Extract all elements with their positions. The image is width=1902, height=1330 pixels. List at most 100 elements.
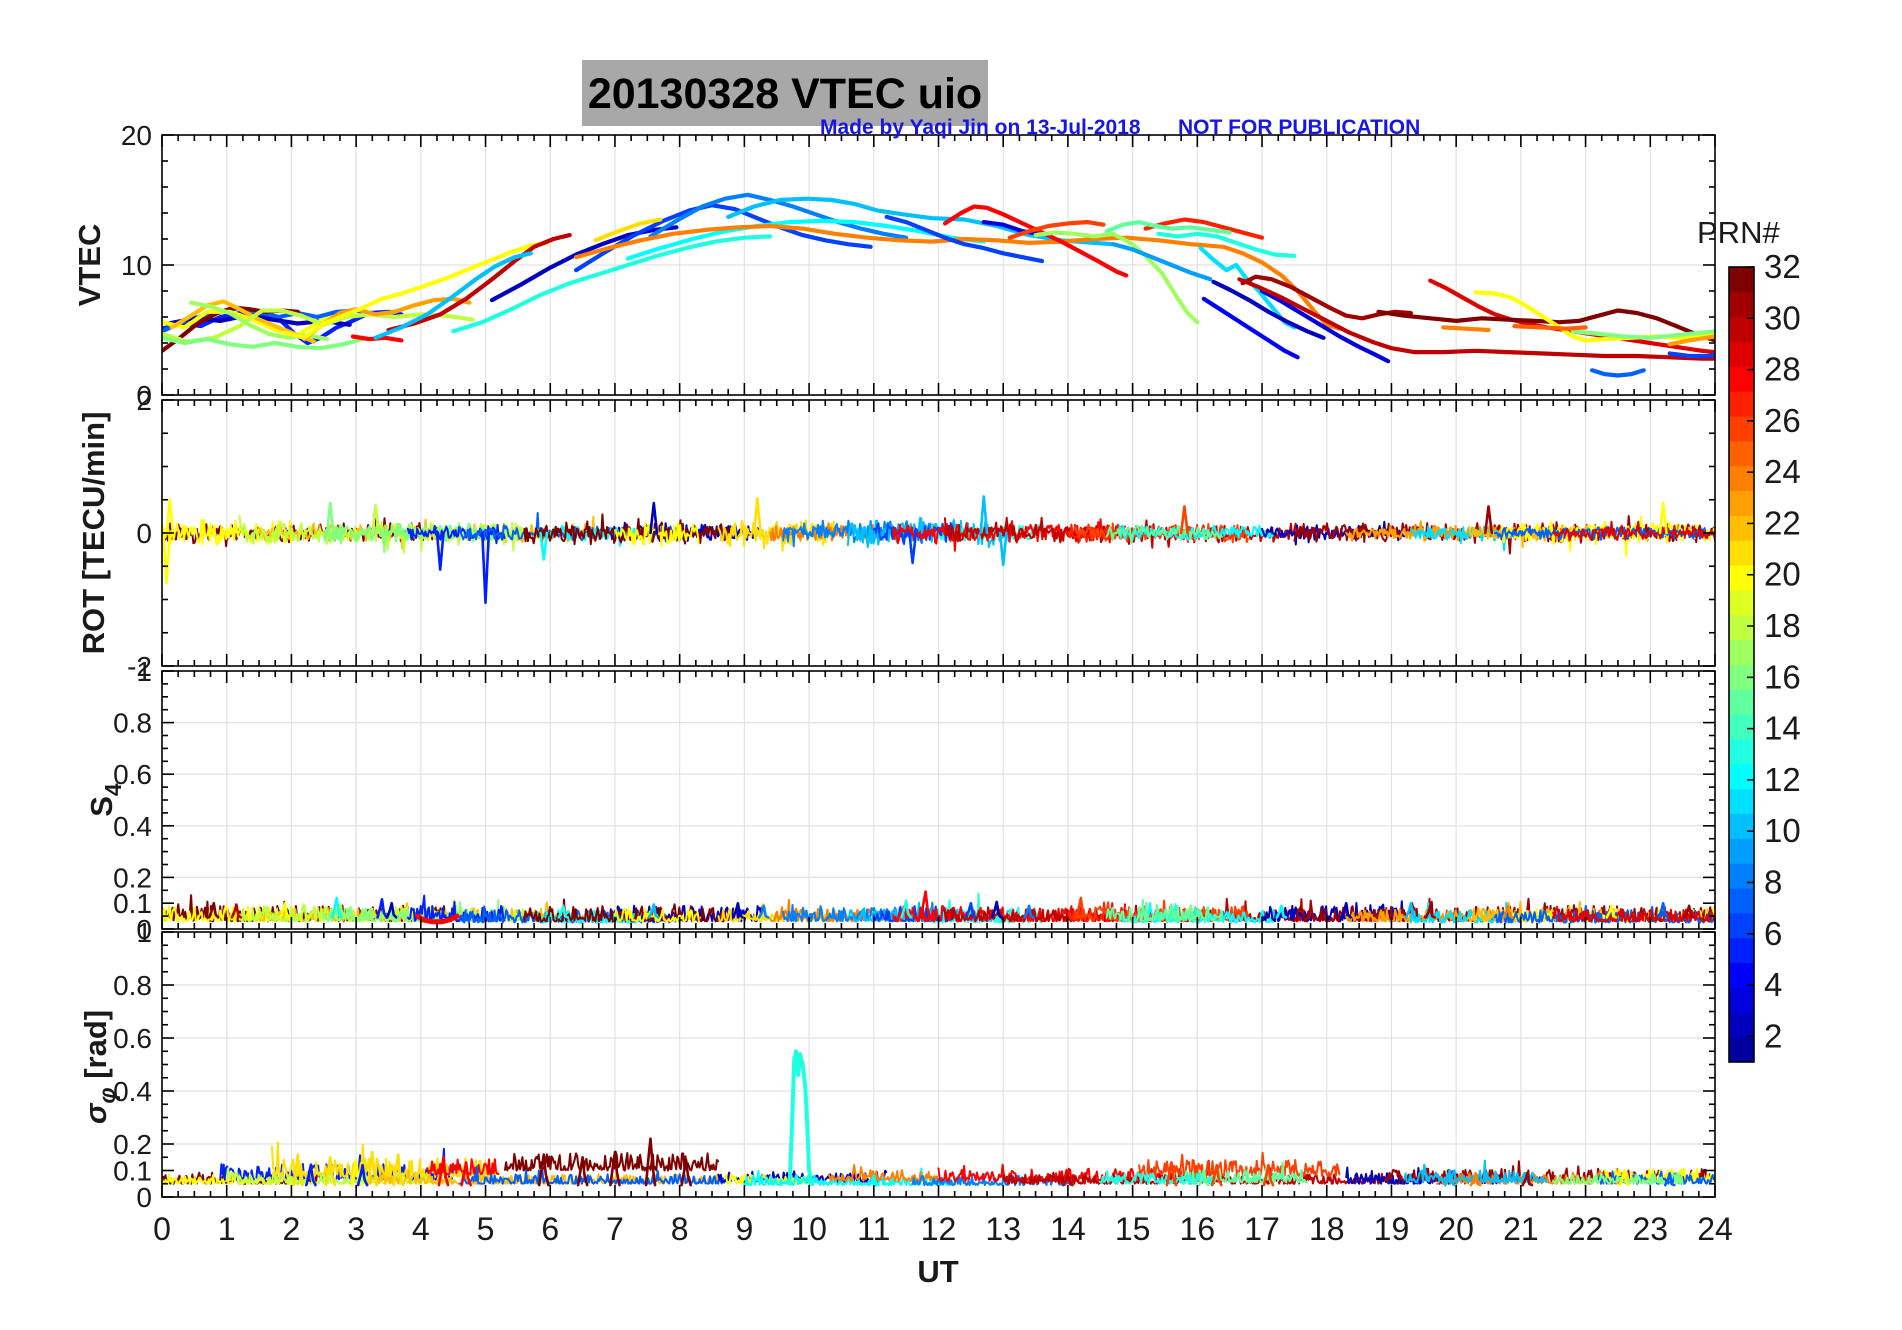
colorbar-segment-prn-14 bbox=[1729, 713, 1754, 740]
s4-ytick-0.4: 0.4 bbox=[113, 811, 152, 842]
spike-prn-15 bbox=[1165, 903, 1178, 919]
spike-prn-12 bbox=[1275, 904, 1288, 919]
s4-ytick-0: 0 bbox=[136, 914, 152, 945]
spike-prn-20 bbox=[162, 531, 172, 585]
spike-prn-24 bbox=[1502, 904, 1514, 919]
colorbar-segment-prn-24 bbox=[1729, 465, 1754, 492]
series-prn-30 bbox=[386, 233, 572, 333]
series-prn-6 bbox=[884, 214, 1045, 264]
colorbar-tick-30: 30 bbox=[1764, 299, 1801, 336]
colorbar-title: PRN# bbox=[1697, 215, 1780, 250]
spike-prn-16 bbox=[325, 501, 335, 535]
spike-prn-28 bbox=[437, 1156, 450, 1187]
colorbar-segment-prn-17 bbox=[1729, 639, 1754, 665]
noise-prn-32 bbox=[523, 513, 732, 546]
spike-prn-26 bbox=[1179, 505, 1189, 535]
noise-prn-22 bbox=[368, 1168, 720, 1185]
spike-prn-7 bbox=[1657, 901, 1670, 919]
series-prn-16 bbox=[162, 335, 365, 351]
sigma-ytick-0.1: 0.1 bbox=[113, 1156, 152, 1187]
spike-prn-6 bbox=[908, 531, 918, 565]
series-prn-18 bbox=[162, 308, 475, 344]
spike-prn-24 bbox=[1469, 1171, 1482, 1187]
noise-prn-18 bbox=[225, 1167, 434, 1185]
spike-prn-15 bbox=[1198, 1169, 1210, 1187]
spike-prn-10 bbox=[1405, 901, 1417, 919]
vtec-ytick-0: 0 bbox=[136, 380, 152, 411]
xtick-3: 3 bbox=[347, 1211, 365, 1247]
spike-prn-8 bbox=[1023, 904, 1035, 919]
vtec-panel-data bbox=[162, 192, 1715, 378]
ylabel-sigma-phi: σφ [rad] bbox=[78, 1010, 120, 1124]
spike-prn-2 bbox=[990, 900, 1003, 919]
spike-prn-31 bbox=[1683, 904, 1695, 919]
noise-prn-24 bbox=[827, 1164, 939, 1183]
series-prn-26 bbox=[1007, 220, 1106, 240]
xtick-14: 14 bbox=[1050, 1211, 1086, 1247]
series-prn-28 bbox=[942, 204, 1129, 278]
colorbar-tick-4: 4 bbox=[1764, 966, 1782, 1003]
sigma-ytick-0.2: 0.2 bbox=[113, 1129, 152, 1160]
s4-ytick-1: 1 bbox=[136, 656, 152, 687]
colorbar-segment-prn-20 bbox=[1729, 564, 1754, 591]
colorbar-segment-prn-5 bbox=[1729, 937, 1754, 964]
spike-prn-5 bbox=[480, 531, 491, 605]
xtick-15: 15 bbox=[1115, 1211, 1151, 1247]
rot-ytick--2: -2 bbox=[127, 651, 152, 682]
spike-prn-10 bbox=[998, 531, 1008, 567]
noise-prn-32 bbox=[504, 1150, 720, 1172]
series-prn-10 bbox=[373, 251, 533, 340]
rot-ytick-2: 2 bbox=[136, 385, 152, 416]
spike-prn-26 bbox=[1165, 1161, 1178, 1187]
spike-prn-12 bbox=[867, 1174, 880, 1187]
spike-prn-21 bbox=[366, 1150, 379, 1187]
ylabel-vtec: VTEC bbox=[72, 224, 107, 307]
colorbar-segment-prn-15 bbox=[1729, 688, 1754, 715]
spike-prn-21 bbox=[324, 1156, 337, 1187]
spike-prn-18 bbox=[370, 503, 381, 535]
colorbar-segment-prn-3 bbox=[1729, 986, 1754, 1013]
spike-prn-28 bbox=[460, 1161, 473, 1187]
colorbar-segment-prn-26 bbox=[1729, 415, 1754, 442]
sigma-ytick-0.6: 0.6 bbox=[113, 1023, 152, 1054]
spike-prn-2 bbox=[732, 901, 744, 919]
spike-prn-5 bbox=[435, 531, 445, 571]
colorbar-segment-prn-11 bbox=[1729, 788, 1754, 815]
s4-ytick-0.8: 0.8 bbox=[113, 708, 152, 739]
series-prn-13 bbox=[451, 234, 773, 334]
xtick-7: 7 bbox=[606, 1211, 624, 1247]
rot-ytick-0: 0 bbox=[136, 518, 152, 549]
spike-prn-12 bbox=[539, 531, 549, 561]
xtick-2: 2 bbox=[283, 1211, 301, 1247]
xtick-5: 5 bbox=[477, 1211, 495, 1247]
xtick-8: 8 bbox=[671, 1211, 689, 1247]
series-prn-2 bbox=[1211, 279, 1326, 340]
xtick-20: 20 bbox=[1438, 1211, 1474, 1247]
xtick-23: 23 bbox=[1632, 1211, 1668, 1247]
extra-prn-28 bbox=[415, 913, 460, 925]
ylabel-rot: ROT [TECU/min] bbox=[76, 412, 111, 655]
noise-prn-7 bbox=[458, 1165, 732, 1185]
spike-prn-16 bbox=[1185, 904, 1197, 919]
xtick-21: 21 bbox=[1503, 1211, 1539, 1247]
spike-prn-32 bbox=[609, 1150, 621, 1187]
spike-prn-6 bbox=[964, 901, 977, 919]
series-prn-27 bbox=[1143, 217, 1265, 240]
xtick-24: 24 bbox=[1697, 1211, 1733, 1247]
spike-prn-5 bbox=[304, 1163, 317, 1187]
spike-prn-2 bbox=[385, 901, 398, 919]
spike-prn-30 bbox=[230, 903, 243, 919]
spike-prn-32 bbox=[537, 1153, 550, 1187]
noise-prn-26 bbox=[1073, 899, 1249, 923]
series-prn-24 bbox=[1441, 325, 1491, 333]
spike-prn-31 bbox=[1424, 904, 1437, 919]
series-prn-20 bbox=[282, 240, 550, 340]
spike-prn-30 bbox=[1062, 1171, 1074, 1187]
extra-prn-13 bbox=[787, 1049, 814, 1186]
colorbar-segment-prn-23 bbox=[1729, 490, 1754, 516]
spike-prn-21 bbox=[752, 497, 762, 535]
noise-prn-28 bbox=[426, 1158, 500, 1176]
chart-generated-layer: 01020-20200.10.20.40.60.8100.10.20.40.60… bbox=[113, 120, 1801, 1247]
colorbar-tick-28: 28 bbox=[1764, 351, 1801, 388]
spike-prn-20 bbox=[279, 901, 291, 919]
